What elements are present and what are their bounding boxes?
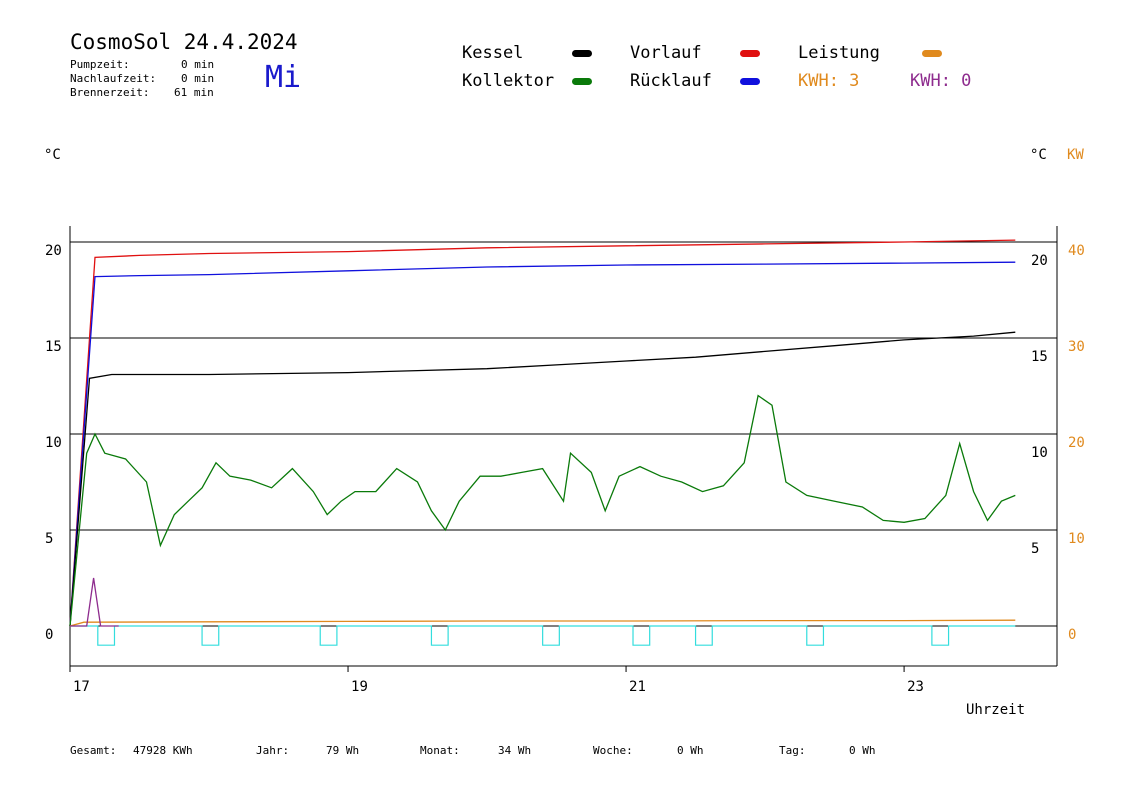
chart-title: CosmoSol 24.4.2024 bbox=[70, 30, 298, 54]
pump-time-label: Pumpzeit: bbox=[70, 58, 130, 71]
series-line-kwh-0 bbox=[70, 577, 119, 627]
x-tick-label-19: 19 bbox=[351, 679, 368, 695]
y-tick-left-5: 5 bbox=[45, 531, 53, 547]
footer-gesamt-label: Gesamt: bbox=[70, 744, 117, 757]
left-axis-unit: °C bbox=[44, 147, 61, 163]
right-axis-unit-celsius: °C bbox=[1030, 147, 1047, 163]
y-tick-right-c-10: 10 bbox=[1031, 445, 1048, 461]
x-tick-label-17: 17 bbox=[73, 679, 90, 695]
series-line-vorlauf bbox=[69, 239, 1016, 627]
y-tick-right-kw-40: 40 bbox=[1068, 243, 1085, 259]
nachlauf-time-value: 0 min bbox=[181, 72, 215, 85]
series-line-kollektor bbox=[69, 394, 1016, 627]
weekday-label: Mi bbox=[265, 60, 302, 95]
footer-tag-label: Tag: bbox=[779, 744, 806, 757]
footer-woche-value: 0 Wh bbox=[677, 744, 704, 757]
legend-kwh-orange: KWH: 3 bbox=[798, 71, 860, 91]
legend-ruecklauf-swatch bbox=[740, 78, 760, 85]
legend-kessel-swatch bbox=[572, 50, 592, 57]
legend-kessel: Kessel bbox=[462, 43, 524, 63]
brenner-time-label: Brennerzeit: bbox=[70, 86, 150, 99]
series-line-leistung bbox=[69, 619, 1016, 627]
chart-axes bbox=[69, 226, 1058, 667]
y-tick-right-kw-20: 20 bbox=[1068, 435, 1085, 451]
legend-vorlauf-swatch bbox=[740, 50, 760, 57]
legend-leistung: Leistung bbox=[798, 43, 880, 63]
pump-pulse-line bbox=[70, 625, 1016, 646]
chart-gridlines bbox=[70, 241, 1057, 627]
y-tick-right-c-15: 15 bbox=[1031, 349, 1048, 365]
y-tick-right-c-5: 5 bbox=[1031, 541, 1039, 557]
y-tick-right-kw-10: 10 bbox=[1068, 531, 1085, 547]
y-tick-left-20: 20 bbox=[45, 243, 62, 259]
legend-vorlauf: Vorlauf bbox=[630, 43, 702, 63]
footer-jahr-value: 79 Wh bbox=[326, 744, 360, 757]
footer-gesamt-value: 47928 KWh bbox=[133, 744, 193, 757]
pump-time-value: 0 min bbox=[181, 58, 215, 71]
right-axis-unit-kw: KW bbox=[1067, 147, 1084, 163]
footer-monat-value: 34 Wh bbox=[498, 744, 532, 757]
y-tick-right-kw-0: 0 bbox=[1068, 627, 1076, 643]
footer-monat-label: Monat: bbox=[420, 744, 460, 757]
x-tick-label-21: 21 bbox=[629, 679, 646, 695]
series-line-r-cklauf bbox=[69, 261, 1016, 627]
y-tick-right-kw-30: 30 bbox=[1068, 339, 1085, 355]
legend-kollektor-swatch bbox=[572, 78, 592, 85]
series-line-kessel bbox=[69, 331, 1016, 627]
legend-leistung-swatch bbox=[922, 50, 942, 57]
y-tick-left-10: 10 bbox=[45, 435, 62, 451]
footer-woche-label: Woche: bbox=[593, 744, 633, 757]
pump-pulses bbox=[70, 625, 1016, 646]
footer-jahr-label: Jahr: bbox=[256, 744, 290, 757]
x-axis-label: Uhrzeit bbox=[966, 702, 1026, 718]
legend-kwh-purple: KWH: 0 bbox=[910, 71, 972, 91]
footer-tag-value: 0 Wh bbox=[849, 744, 876, 757]
nachlauf-time-label: Nachlaufzeit: bbox=[70, 72, 157, 85]
chart-tick-labels: 17 19 21 23 0 5 10 15 20 5 10 15 20 0 10 20 30 40 bbox=[45, 243, 1085, 695]
x-tick-label-23: 23 bbox=[907, 679, 924, 695]
legend-ruecklauf: Rücklauf bbox=[630, 71, 712, 91]
y-tick-left-15: 15 bbox=[45, 339, 62, 355]
chart-series bbox=[69, 239, 1016, 627]
y-tick-right-c-20: 20 bbox=[1031, 253, 1048, 269]
legend-kollektor: Kollektor bbox=[462, 71, 555, 91]
y-tick-left-0: 0 bbox=[45, 627, 53, 643]
brenner-time-value: 61 min bbox=[174, 86, 214, 99]
